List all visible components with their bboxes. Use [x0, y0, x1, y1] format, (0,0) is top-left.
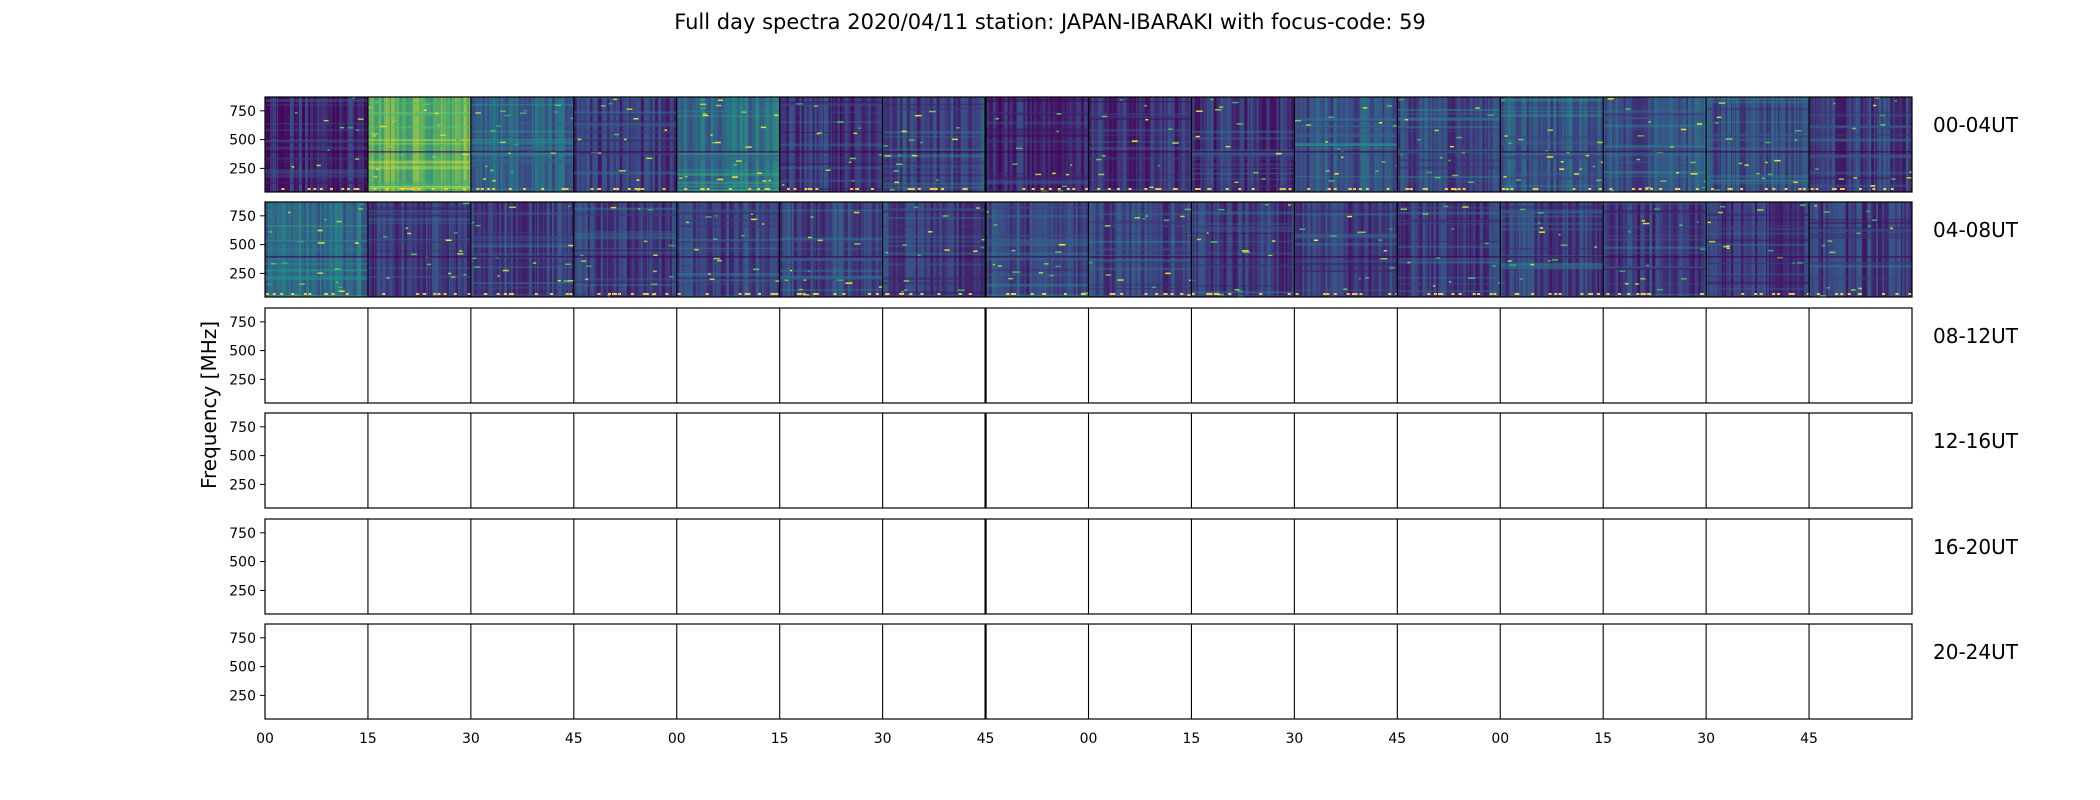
y-tick-label: 500	[229, 449, 256, 465]
x-tick-label: 00	[1491, 731, 1509, 747]
x-tick-label: 30	[462, 731, 480, 747]
x-tick-label: 45	[565, 731, 583, 747]
x-tick-label: 45	[1388, 731, 1406, 747]
y-tick-label: 500	[229, 133, 256, 149]
spectrum-panel	[1191, 202, 1295, 297]
x-tick-label: 15	[1594, 731, 1612, 747]
chart-title: Full day spectra 2020/04/11 station: JAP…	[674, 10, 1426, 34]
spectrum-panel	[1706, 97, 1812, 192]
spectrum-panel	[573, 202, 678, 297]
y-tick-label: 750	[229, 209, 256, 225]
spectrum-panel	[1294, 97, 1403, 192]
x-tick-label: 15	[1183, 731, 1201, 747]
row-label: 04-08UT	[1933, 218, 2019, 242]
y-tick-label: 750	[229, 526, 256, 542]
spectrum-panel	[1088, 97, 1193, 192]
heatmap-00-04ut	[265, 97, 1912, 192]
y-tick-label: 500	[229, 555, 256, 571]
row-label: 00-04UT	[1933, 113, 2019, 137]
spectrum-panel	[1397, 202, 1505, 297]
spectrum-panel	[779, 202, 885, 297]
spectrum-panel	[1603, 97, 1710, 192]
row-00-04ut: 750 500 250 00-04UT	[229, 96, 2019, 193]
spectrum-panel	[1500, 202, 1609, 297]
row-label: 12-16UT	[1933, 429, 2019, 453]
y-tick-label: 250	[229, 477, 256, 493]
spectrum-panel	[882, 97, 988, 192]
spectrum-panel	[367, 97, 476, 192]
y-tick-label: 250	[229, 161, 256, 177]
spectrum-panel	[470, 202, 576, 297]
y-tick-label: 250	[229, 266, 256, 282]
y-tick-label: 750	[229, 420, 256, 436]
spectrum-panel	[1397, 97, 1502, 192]
spectrum-panel	[676, 97, 783, 192]
y-tick-label: 500	[229, 660, 256, 676]
spectrum-panel	[1603, 202, 1708, 297]
x-tick-label: 15	[771, 731, 789, 747]
row-label: 20-24UT	[1933, 640, 2019, 664]
y-tick-label: 250	[229, 372, 256, 388]
y-tick-label: 500	[229, 238, 256, 254]
row-20-24ut: 750 500 250 20-24UT	[229, 623, 2019, 720]
row-label: 16-20UT	[1933, 535, 2019, 559]
spectrum-panel	[985, 97, 1089, 192]
row-12-16ut: 750 500 250 12-16UT	[229, 412, 2019, 509]
row-04-08ut: 750 500 250 04-08UT	[229, 201, 2019, 298]
spectrum-panel	[1294, 202, 1399, 297]
x-tick-label: 00	[256, 731, 274, 747]
spectrum-panel	[367, 202, 474, 297]
spectrum-panel	[985, 202, 1091, 297]
x-tick-label: 30	[1697, 731, 1715, 747]
y-tick-label: 750	[229, 631, 256, 647]
spectrum-panel	[779, 97, 885, 192]
y-tick-label: 250	[229, 688, 256, 704]
y-tick-label: 500	[229, 344, 256, 360]
spectrum-panel	[882, 202, 988, 297]
x-tick-label: 30	[874, 731, 892, 747]
spectrum-panel	[676, 202, 783, 297]
row-16-20ut: 750 500 250 16-20UT	[229, 518, 2019, 615]
spectrum-panel	[1500, 97, 1606, 192]
spectrum-panel	[470, 97, 577, 192]
x-tick-label: 45	[977, 731, 995, 747]
x-tick-label: 00	[1080, 731, 1098, 747]
x-tick-label: 15	[359, 731, 377, 747]
row-label: 08-12UT	[1933, 324, 2019, 348]
y-tick-label: 250	[229, 583, 256, 599]
y-tick-label: 750	[229, 315, 256, 331]
spectrum-panel	[573, 97, 678, 192]
spectrum-panel	[265, 97, 370, 192]
spectrum-panel	[1706, 202, 1812, 297]
y-tick-label: 750	[229, 104, 256, 120]
row-08-12ut: 750 500 250 08-12UT	[229, 307, 2019, 404]
spectrum-panel	[1191, 97, 1295, 192]
x-tick-label: 00	[668, 731, 686, 747]
x-tick-label: 45	[1800, 731, 1818, 747]
spectrum-panel	[1809, 202, 1912, 297]
spectrum-panel	[1088, 202, 1196, 297]
spectrum-panel	[1809, 97, 1912, 192]
spectrum-panel	[265, 202, 369, 297]
heatmap-04-08ut	[265, 202, 1912, 297]
x-tick-label: 30	[1285, 731, 1303, 747]
